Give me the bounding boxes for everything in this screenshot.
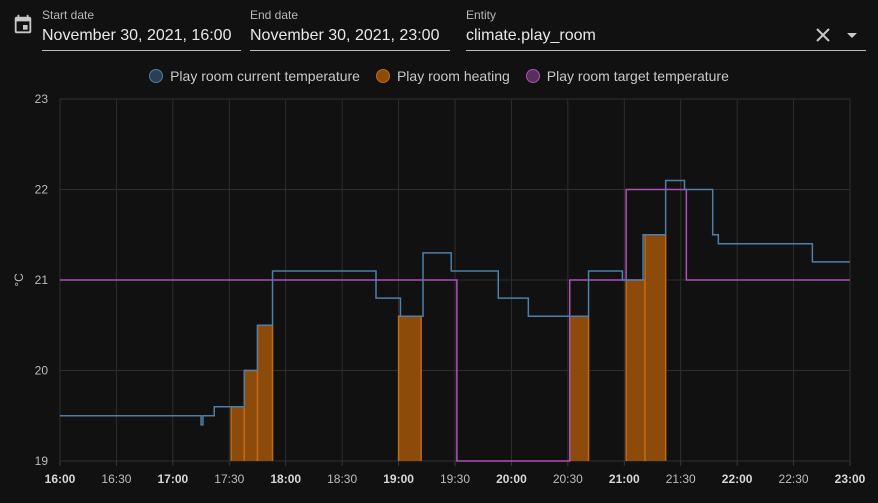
heating-series (230, 234, 667, 461)
end-date-field[interactable]: End date November 30, 2021, 23:00 (250, 6, 450, 51)
y-axis-label: °C (12, 273, 26, 287)
x-tick-label: 19:30 (440, 472, 470, 486)
chart-legend: Play room current temperature Play room … (0, 66, 878, 86)
legend-swatch-heating (375, 69, 390, 83)
x-tick-label: 17:30 (214, 472, 244, 486)
current-temperature-line (60, 179, 850, 426)
legend-item-current-temperature[interactable]: Play room current temperature (149, 66, 360, 86)
legend-item-target-temperature[interactable]: Play room target temperature (525, 66, 729, 86)
x-tick-label: 18:30 (327, 472, 357, 486)
y-tick-label: 22 (35, 183, 49, 197)
entity-value[interactable]: climate.play_room (466, 27, 596, 44)
legend-swatch-current (149, 69, 164, 83)
x-tick-label: 16:30 (101, 472, 131, 486)
heating-bar (257, 325, 273, 461)
target-temperature-line (60, 188, 850, 462)
legend-label-target: Play room target temperature (546, 68, 729, 84)
y-tick-label: 19 (35, 454, 49, 468)
heating-bar (244, 370, 258, 461)
legend-label-heating: Play room heating (396, 68, 510, 84)
entity-label: Entity (466, 8, 497, 22)
entity-picker[interactable]: Entity climate.play_room (466, 6, 866, 51)
heating-bar (626, 280, 645, 461)
heating-bar (231, 406, 245, 461)
start-date-value[interactable]: November 30, 2021, 16:00 (42, 27, 232, 44)
x-tick-label: 21:00 (609, 472, 640, 486)
arrow-drop-down-icon[interactable] (846, 32, 858, 40)
y-tick-label: 20 (35, 364, 49, 378)
calendar-icon[interactable] (12, 14, 34, 36)
x-tick-label: 17:00 (158, 472, 189, 486)
close-icon[interactable] (815, 27, 831, 43)
legend-label-current: Play room current temperature (170, 68, 360, 84)
start-date-label: Start date (42, 8, 95, 22)
y-tick-label: 21 (35, 273, 49, 287)
heating-bar (569, 316, 589, 461)
heating-bar (644, 234, 666, 461)
legend-swatch-target (525, 69, 540, 83)
heating-bar (398, 316, 422, 461)
end-date-label: End date (250, 8, 299, 22)
x-tick-label: 18:00 (270, 472, 301, 486)
start-date-field[interactable]: Start date November 30, 2021, 16:00 (42, 6, 241, 51)
chart-axes: 23 22 21 20 19 16:00 16:30 17:00 17:30 18:00 18:30… (12, 92, 866, 486)
x-tick-label: 19:00 (383, 472, 414, 486)
line-series (60, 179, 850, 462)
x-tick-label: 16:00 (45, 472, 76, 486)
legend-item-heating[interactable]: Play room heating (375, 66, 510, 86)
chart-grid (59, 98, 851, 466)
x-tick-label: 22:00 (722, 472, 753, 486)
x-tick-label: 20:00 (496, 472, 527, 486)
x-tick-label: 21:30 (666, 472, 696, 486)
x-tick-label: 23:00 (835, 472, 866, 486)
x-tick-label: 20:30 (553, 472, 583, 486)
end-date-value[interactable]: November 30, 2021, 23:00 (250, 27, 440, 44)
y-tick-label: 23 (35, 92, 49, 106)
history-chart: 23 22 21 20 19 16:00 16:30 17:00 17:30 18:00 18:30… (12, 92, 866, 486)
x-tick-label: 22:30 (779, 472, 809, 486)
